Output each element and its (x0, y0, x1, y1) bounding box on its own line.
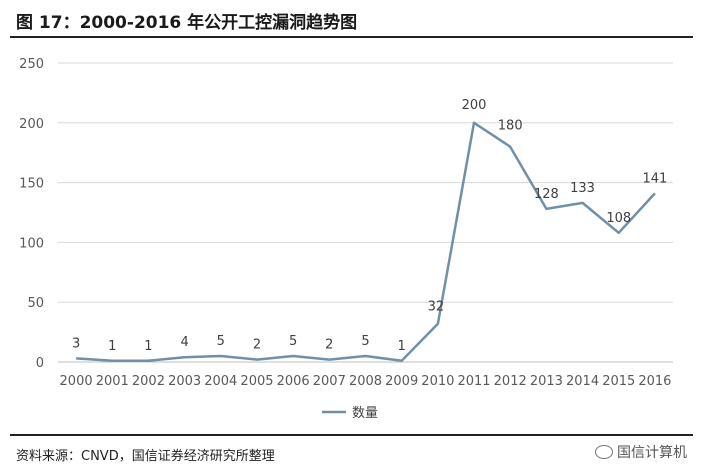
legend: 数量 (322, 406, 378, 421)
x-tick-label: 2008 (349, 374, 382, 389)
x-tick-label: 2010 (421, 374, 454, 389)
legend-label: 数量 (352, 406, 378, 421)
data-label: 180 (498, 119, 523, 134)
x-tick-label: 2013 (530, 374, 563, 389)
watermark-text: 国信计算机 (617, 445, 687, 461)
x-tick-label: 2004 (204, 374, 237, 389)
y-tick-label: 0 (36, 356, 44, 371)
series (76, 121, 656, 363)
y-tick-label: 250 (19, 57, 44, 72)
x-tick-label: 2011 (457, 374, 490, 389)
x-tick-label: 2014 (566, 374, 599, 389)
series-line (76, 121, 656, 363)
x-tick-label: 2009 (385, 374, 418, 389)
y-tick-label: 200 (19, 117, 44, 132)
figure-title-bar: 图 17：2000-2016 年公开工控漏洞趋势图 (10, 4, 693, 38)
data-label: 32 (428, 300, 445, 315)
x-axis-ticks: 2000 2001 2002 2003 2004 2005 2006 2007 2008 2009… (60, 374, 672, 389)
data-label: 4 (180, 335, 188, 350)
data-label: 1 (108, 339, 116, 354)
x-tick-label: 2002 (132, 374, 165, 389)
data-label: 141 (642, 171, 667, 186)
x-tick-label: 2012 (494, 374, 527, 389)
source-note: 资料来源：CNVD，国信证券经济研究所整理 (16, 449, 275, 464)
data-label: 108 (606, 211, 631, 226)
data-label: 5 (361, 334, 369, 349)
y-tick-label: 50 (27, 296, 44, 311)
watermark: 国信计算机 (595, 442, 687, 462)
data-label: 1 (144, 339, 152, 354)
data-label: 200 (462, 98, 487, 113)
figure-title: 图 17：2000-2016 年公开工控漏洞趋势图 (16, 13, 358, 33)
x-tick-label: 2000 (60, 374, 93, 389)
data-label: 133 (570, 181, 595, 196)
y-axis-ticks: 0 50 100 150 200 250 (19, 57, 44, 371)
data-label: 5 (289, 334, 297, 349)
x-tick-label: 2003 (168, 374, 201, 389)
data-label: 1 (398, 339, 406, 354)
y-tick-label: 100 (19, 236, 44, 251)
y-tick-label: 150 (19, 177, 44, 192)
data-labels: 3 1 1 4 5 2 5 2 5 1 32 200 180 128 133 108 141 (72, 98, 667, 354)
wechat-icon (595, 445, 613, 459)
data-label: 128 (534, 187, 559, 202)
x-tick-label: 2015 (602, 374, 635, 389)
x-tick-label: 2016 (638, 374, 671, 389)
x-tick-label: 2007 (313, 374, 346, 389)
data-label: 3 (72, 336, 80, 351)
x-tick-label: 2006 (277, 374, 310, 389)
figure-footer: 资料来源：CNVD，国信证券经济研究所整理 国信计算机 (10, 434, 693, 466)
grid-lines (58, 62, 673, 363)
data-label: 5 (217, 334, 225, 349)
data-label: 2 (325, 338, 333, 353)
data-label: 2 (253, 338, 261, 353)
chart-area: 0 50 100 150 200 250 2000 2001 2002 2003 2004 2005… (0, 40, 703, 430)
x-tick-label: 2005 (240, 374, 273, 389)
x-tick-label: 2001 (96, 374, 129, 389)
